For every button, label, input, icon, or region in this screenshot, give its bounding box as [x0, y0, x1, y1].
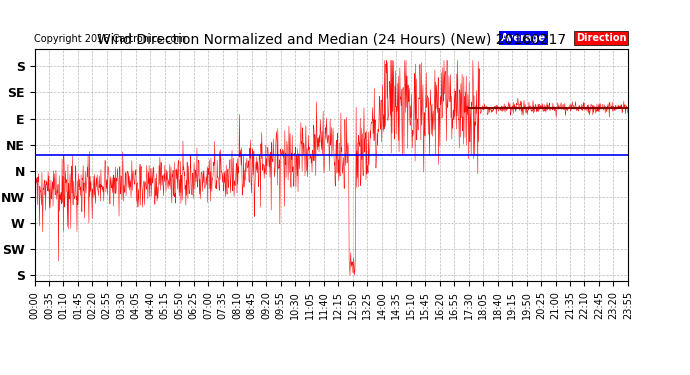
Title: Wind Direction Normalized and Median (24 Hours) (New) 20160217: Wind Direction Normalized and Median (24… — [97, 32, 566, 46]
Text: Direction: Direction — [576, 33, 627, 43]
Text: Copyright 2016 Cartronics.com: Copyright 2016 Cartronics.com — [34, 34, 186, 44]
Text: Average: Average — [501, 33, 546, 43]
